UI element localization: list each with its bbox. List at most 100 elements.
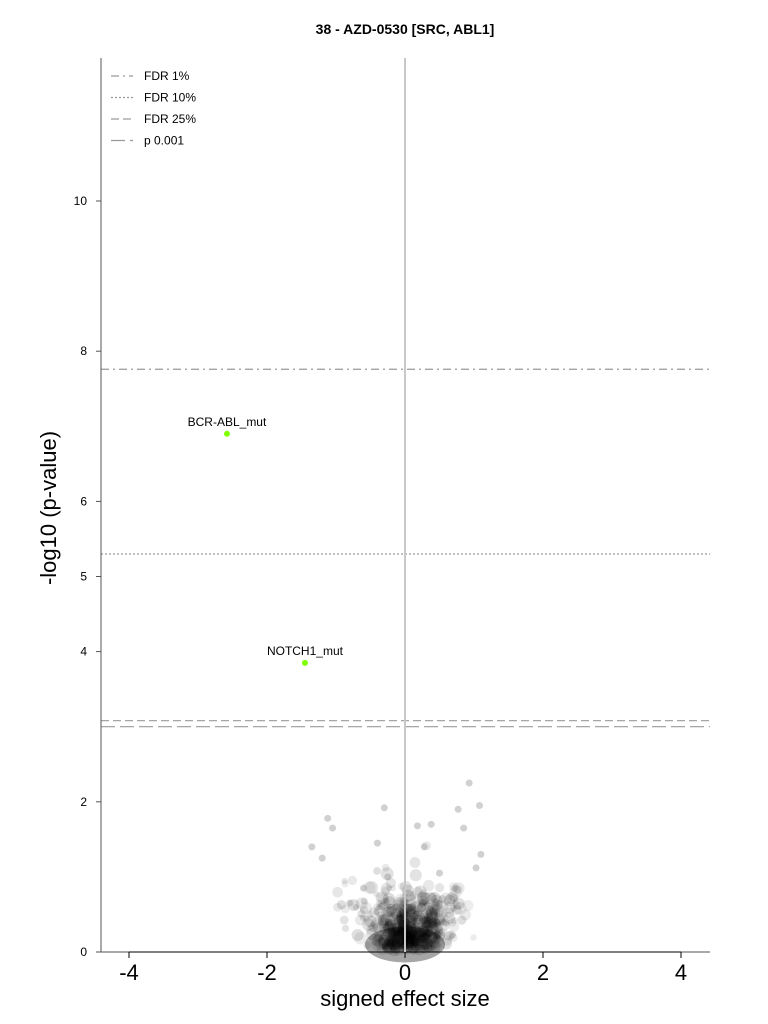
background-point	[355, 897, 368, 910]
background-point	[392, 897, 405, 909]
background-point	[427, 944, 435, 953]
background-point	[417, 932, 429, 944]
background-point	[427, 930, 439, 942]
background-point	[398, 928, 410, 940]
background-point	[366, 924, 377, 936]
background-point	[362, 918, 375, 931]
background-point	[405, 891, 417, 902]
background-point	[416, 891, 427, 902]
background-point	[452, 899, 459, 906]
background-point	[385, 919, 395, 929]
background-point	[395, 931, 404, 941]
background-point	[423, 942, 433, 952]
background-point	[405, 937, 416, 948]
background-point	[418, 945, 427, 953]
highlighted-point	[223, 430, 230, 437]
background-point	[420, 920, 433, 933]
background-point	[423, 899, 432, 908]
background-point	[408, 937, 419, 948]
background-point	[405, 918, 416, 928]
background-point	[424, 891, 437, 905]
background-point	[425, 905, 439, 919]
background-point	[419, 937, 432, 950]
background-point	[448, 918, 457, 927]
background-point	[383, 938, 392, 948]
background-point	[392, 922, 405, 934]
background-point	[387, 925, 400, 938]
background-point	[430, 921, 443, 934]
background-point	[411, 925, 422, 936]
background-point	[409, 912, 419, 922]
background-point	[396, 923, 404, 932]
background-point	[380, 882, 392, 894]
background-point	[377, 934, 390, 947]
background-point	[412, 939, 422, 949]
background-point	[420, 907, 433, 920]
background-point	[427, 940, 434, 947]
background-point	[363, 914, 376, 928]
axes: 0 2 4 5 6 8 10 -4 -2 0 2 4	[74, 58, 710, 985]
background-point	[378, 933, 385, 940]
x-tick-label: 0	[399, 960, 411, 985]
background-point	[420, 919, 433, 931]
background-point	[378, 937, 390, 949]
background-point	[411, 900, 423, 912]
y-tick-label: 0	[80, 945, 87, 959]
y-axis-label: -log10 (p-value)	[36, 431, 61, 585]
background-point	[373, 839, 381, 847]
background-point	[417, 930, 427, 941]
background-point	[406, 925, 417, 936]
background-point	[413, 913, 427, 927]
background-point	[409, 857, 421, 868]
background-point	[409, 935, 421, 947]
background-point	[390, 939, 399, 947]
background-point	[423, 919, 437, 932]
background-point	[416, 901, 429, 915]
background-point	[389, 922, 397, 930]
background-point	[347, 875, 358, 886]
background-point	[434, 913, 446, 924]
background-point	[429, 937, 436, 944]
background-point	[403, 932, 415, 943]
background-point	[396, 919, 403, 926]
background-point	[409, 906, 423, 919]
background-point	[428, 906, 438, 916]
background-point	[359, 902, 373, 915]
background-point	[420, 933, 431, 944]
background-point	[393, 914, 404, 925]
background-point	[428, 917, 441, 931]
background-point	[426, 915, 435, 923]
background-point	[391, 922, 405, 935]
legend-entry: FDR 25%	[144, 112, 196, 126]
background-point	[412, 921, 421, 930]
background-point	[418, 891, 425, 898]
background-point	[395, 906, 404, 915]
background-point	[405, 930, 414, 939]
background-point	[385, 928, 399, 941]
background-point	[421, 941, 430, 950]
background-point	[381, 945, 390, 953]
background-point	[381, 863, 390, 872]
background-point	[419, 943, 429, 954]
background-point	[409, 919, 422, 932]
background-point	[352, 904, 359, 911]
background-point	[387, 939, 397, 949]
background-point	[395, 911, 403, 918]
background-point	[387, 929, 397, 939]
background-point	[417, 895, 429, 907]
background-point	[360, 884, 368, 892]
background-point	[421, 921, 430, 931]
background-point	[397, 930, 405, 939]
y-tick-label: 6	[80, 494, 87, 508]
background-point	[415, 938, 424, 947]
background-point	[370, 920, 379, 929]
background-point	[398, 920, 406, 927]
background-point	[438, 928, 448, 937]
background-point	[383, 928, 396, 940]
background-point	[423, 931, 431, 938]
background-point	[382, 938, 394, 950]
background-point	[443, 930, 454, 941]
background-point	[391, 926, 400, 936]
background-point	[465, 779, 473, 787]
background-point	[365, 927, 379, 941]
